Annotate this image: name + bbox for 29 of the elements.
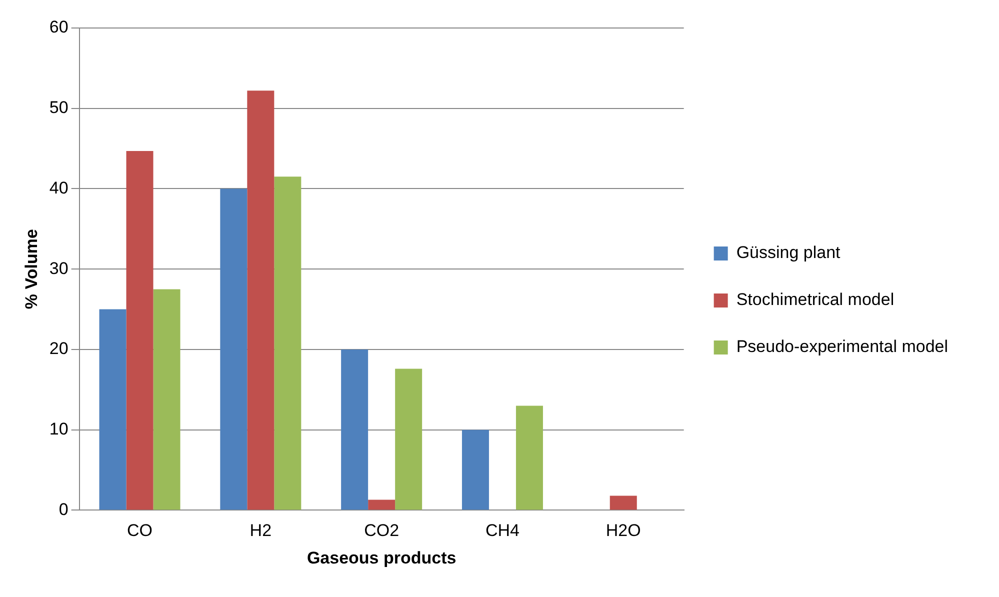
legend-label: Stochimetrical model [736, 290, 894, 310]
y-axis-title: % Volume [22, 229, 41, 310]
y-tick-label: 30 [49, 258, 68, 278]
x-tick-label: H2O [606, 521, 641, 540]
bar [462, 430, 489, 510]
bar [153, 289, 180, 510]
x-tick-label: CO [127, 521, 153, 540]
y-tick-label: 0 [58, 500, 68, 519]
x-axis-title: Gaseous products [306, 548, 456, 568]
bar [220, 188, 248, 510]
x-tick-label: CO2 [364, 521, 400, 540]
y-tick-label: 60 [49, 18, 68, 37]
y-tick-label: 40 [49, 178, 68, 198]
legend-label: Güssing plant [736, 243, 841, 262]
y-tick-label: 10 [49, 420, 68, 439]
bar [126, 150, 154, 510]
y-tick-label: 20 [49, 339, 68, 358]
bar [368, 500, 396, 510]
bar [247, 90, 274, 510]
bar [516, 406, 543, 510]
legend-label: Pseudo-experimental model [736, 337, 948, 356]
bar [610, 496, 637, 510]
y-tick-label: 50 [49, 98, 68, 118]
bar [99, 309, 126, 510]
bar [395, 368, 422, 510]
x-tick-label: H2 [250, 521, 272, 540]
bar [274, 176, 302, 510]
bar [341, 349, 368, 510]
x-tick-label: CH4 [485, 521, 520, 540]
